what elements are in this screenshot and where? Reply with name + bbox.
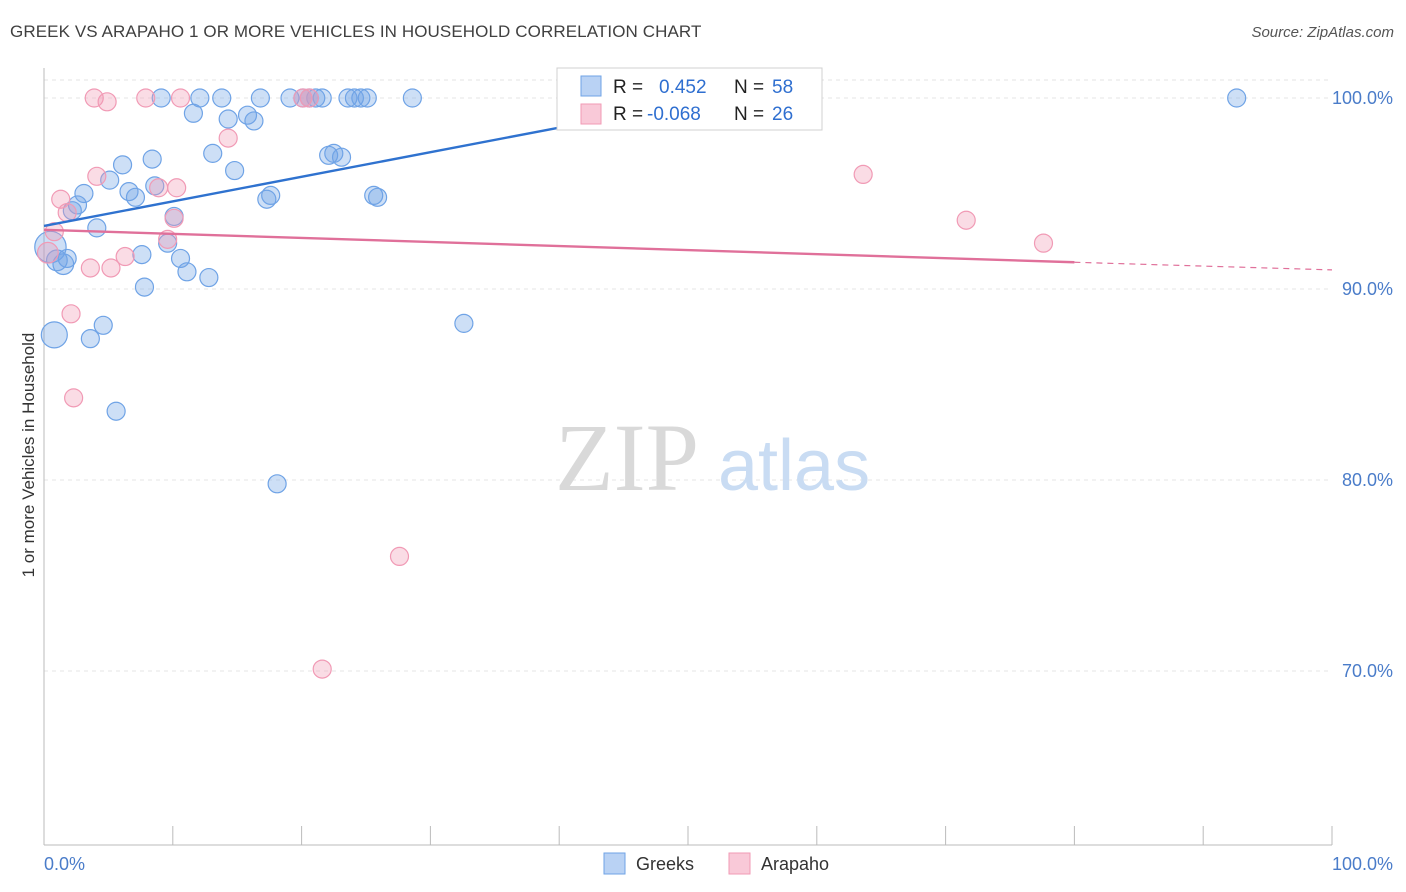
greeks-point xyxy=(112,155,133,175)
legend-r-value-arapaho: -0.068 xyxy=(647,104,701,125)
x-tick-label-min: 0.0% xyxy=(44,854,85,874)
greeks-point xyxy=(1227,88,1247,108)
legend-r-value-greeks: 0.452 xyxy=(659,77,707,98)
y-tick-label-100: 100.0% xyxy=(1332,88,1393,108)
greeks-point xyxy=(331,147,352,167)
legend-n-value-greeks: 58 xyxy=(772,77,793,98)
chart-title: GREEK VS ARAPAHO 1 OR MORE VEHICLES IN H… xyxy=(10,22,702,41)
greeks-point xyxy=(67,195,88,215)
series-greeks-points xyxy=(34,88,1247,494)
series-legend: Greeks Arapaho xyxy=(603,852,829,875)
greeks-point xyxy=(132,245,152,265)
bottom-legend-label-greeks: Greeks xyxy=(636,854,694,874)
arapaho-point xyxy=(218,128,238,148)
greeks-point xyxy=(151,88,171,108)
greeks-point xyxy=(454,313,474,333)
greeks-point xyxy=(257,189,277,209)
arapaho-point xyxy=(97,92,117,112)
arapaho-point xyxy=(853,164,873,184)
arapaho-point xyxy=(1033,233,1054,253)
greeks-point xyxy=(80,329,100,349)
arapaho-point xyxy=(167,178,187,198)
arapaho-point xyxy=(36,241,59,264)
y-tick-label-80: 80.0% xyxy=(1342,470,1393,490)
greeks-point xyxy=(74,183,94,204)
greeks-point xyxy=(402,88,422,108)
greeks-point xyxy=(40,321,68,349)
greeks-point xyxy=(225,160,245,181)
source-credit: Source: ZipAtlas.com xyxy=(1251,24,1394,41)
arapaho-point xyxy=(956,210,976,230)
arapaho-point xyxy=(101,258,121,278)
greeks-point xyxy=(357,88,377,108)
greeks-point xyxy=(267,474,287,494)
legend-n-label-arapaho: N = xyxy=(734,104,764,125)
watermark-zip: ZIP xyxy=(555,404,699,511)
arapaho-point xyxy=(312,659,332,679)
arapaho-trend-extension xyxy=(1074,261,1333,271)
greeks-point xyxy=(177,262,197,282)
bottom-legend-swatch-arapaho xyxy=(728,852,751,875)
greeks-point xyxy=(87,218,107,238)
greeks-point xyxy=(351,88,371,108)
arapaho-point xyxy=(136,88,156,108)
greeks-point xyxy=(125,187,146,207)
stats-legend: R = 0.452 N = 58 R = -0.068 N = 26 xyxy=(556,67,823,131)
y-tick-label-70: 70.0% xyxy=(1342,661,1393,681)
y-axis-label: 1 or more Vehicles in Household xyxy=(19,333,38,578)
greeks-point xyxy=(218,109,238,129)
y-tick-labels: 100.0% 90.0% 80.0% 70.0% xyxy=(1332,88,1393,681)
arapaho-point xyxy=(87,166,107,186)
arapaho-point xyxy=(80,258,100,278)
arapaho-point xyxy=(164,208,184,228)
series-arapaho-points xyxy=(36,88,1054,679)
legend-swatch-greeks xyxy=(580,75,602,97)
arapaho-point xyxy=(293,88,313,108)
greeks-point xyxy=(57,248,77,269)
arapaho-point xyxy=(170,88,191,108)
greeks-point xyxy=(244,111,264,131)
bottom-legend-label-arapaho: Arapaho xyxy=(761,854,829,874)
arapaho-point xyxy=(389,546,410,567)
greeks-point xyxy=(261,185,281,206)
arapaho-point xyxy=(299,88,319,108)
greeks-point xyxy=(134,277,155,297)
bottom-legend-swatch-greeks xyxy=(603,852,626,875)
greeks-point xyxy=(199,267,219,288)
greeks-point xyxy=(367,187,388,207)
greeks-point xyxy=(212,88,232,108)
x-axis-ticks xyxy=(43,826,1333,845)
arapaho-trend-line xyxy=(43,228,1075,264)
y-tick-label-90: 90.0% xyxy=(1342,279,1393,299)
greeks-point xyxy=(142,149,162,169)
arapaho-point xyxy=(115,246,135,267)
greeks-point xyxy=(250,88,270,108)
greeks-point xyxy=(190,88,210,108)
greeks-point xyxy=(106,401,126,421)
legend-r-label-greeks: R = xyxy=(613,77,643,98)
legend-n-label-greeks: N = xyxy=(734,77,764,98)
arapaho-point xyxy=(64,388,84,408)
greeks-point xyxy=(93,315,113,335)
arapaho-point xyxy=(57,203,77,223)
x-tick-label-max: 100.0% xyxy=(1332,854,1393,874)
legend-n-value-arapaho: 26 xyxy=(772,104,793,125)
arapaho-point xyxy=(149,178,169,198)
arapaho-point xyxy=(61,304,81,324)
greeks-point xyxy=(203,143,223,163)
legend-r-label-arapaho: R = xyxy=(613,104,643,125)
arapaho-point xyxy=(44,222,64,242)
watermark-atlas: atlas xyxy=(718,426,870,506)
legend-swatch-arapaho xyxy=(580,103,602,125)
